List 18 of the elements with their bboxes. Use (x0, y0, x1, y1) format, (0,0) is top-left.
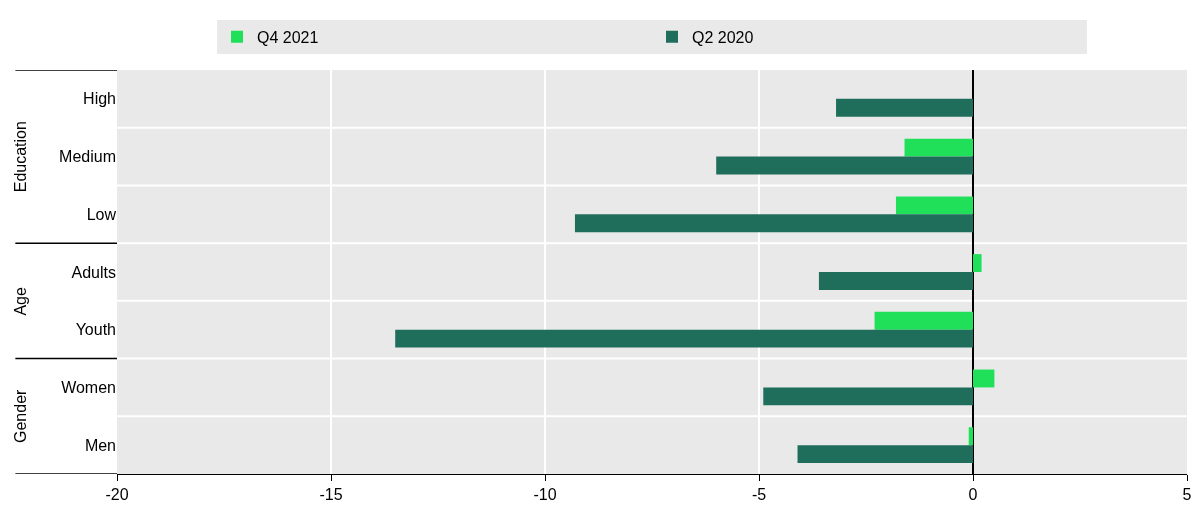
x-tick-label: -5 (751, 486, 767, 504)
y-tick-label: Women (61, 379, 116, 397)
text: Education (12, 121, 30, 193)
legend-label: Q2 2020 (692, 28, 754, 46)
x-tick-label: -10 (533, 486, 557, 504)
y-tick-label: Men (84, 436, 116, 454)
y-tick-label: High (83, 90, 116, 108)
y-tick-label: Youth (75, 321, 116, 339)
x-tick-label: 0 (968, 486, 978, 504)
legend-label: Q4 2021 (257, 28, 319, 46)
text: Age (11, 286, 29, 316)
x-tick-label: 5 (1182, 486, 1192, 504)
y-tick-label: Adults (71, 263, 116, 281)
text: Gender (12, 388, 30, 443)
x-tick-label: -15 (319, 486, 343, 504)
y-tick-label: Medium (59, 148, 116, 166)
y-tick-label: Low (86, 205, 117, 223)
x-tick-label: -20 (105, 486, 129, 504)
